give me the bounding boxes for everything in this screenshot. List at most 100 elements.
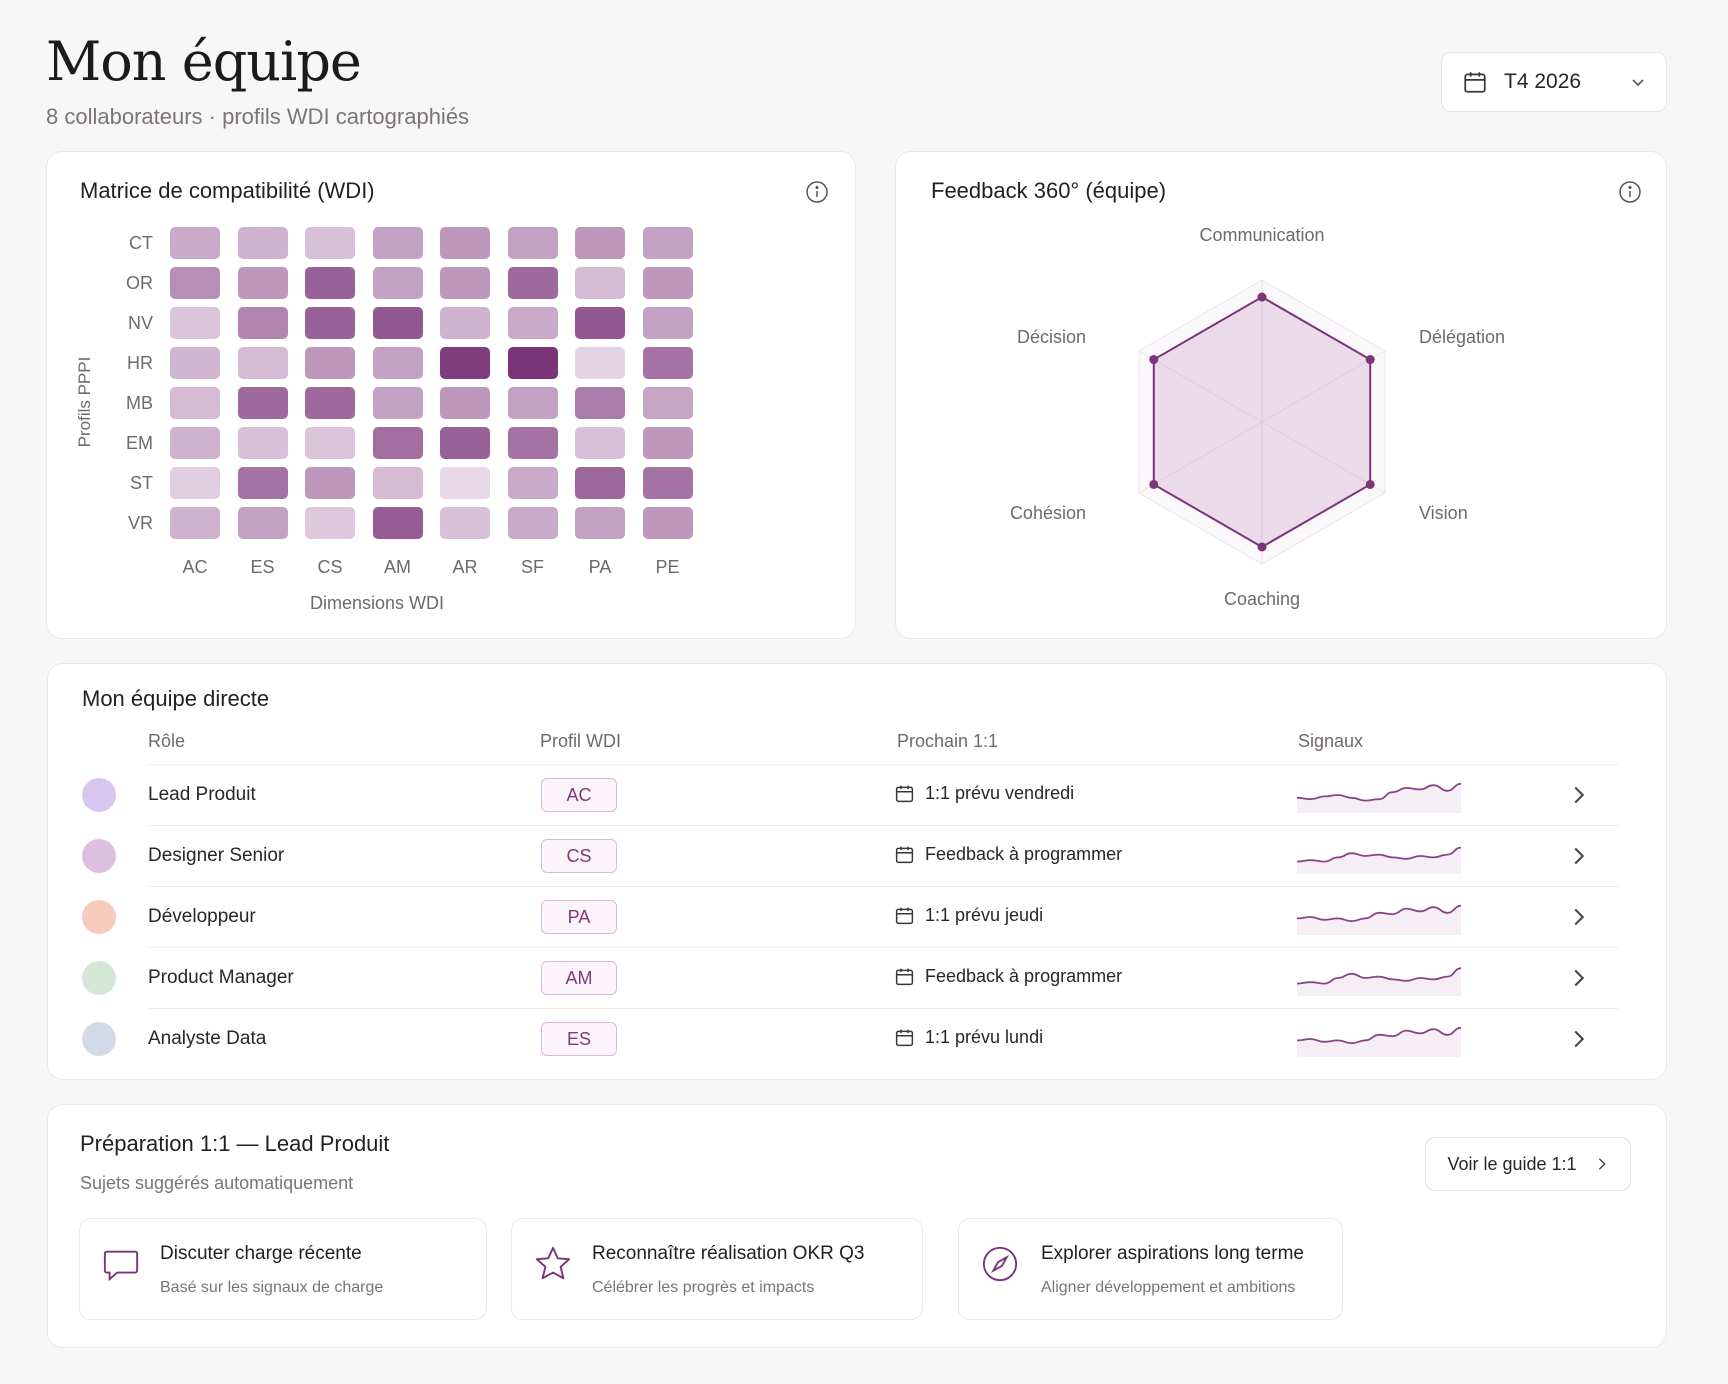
heatmap-cell[interactable] <box>372 387 423 419</box>
heatmap-cell[interactable] <box>237 427 288 459</box>
heatmap-cell[interactable] <box>305 307 355 339</box>
table-row[interactable]: Product Manager AM Feedback à programmer <box>0 947 1728 1008</box>
col-header-profile: Profil WDI <box>540 731 621 751</box>
heatmap-cell[interactable] <box>170 467 220 499</box>
heatmap-cell[interactable] <box>507 227 558 259</box>
heatmap-cell[interactable] <box>507 307 558 339</box>
heatmap-col-label: AC <box>182 557 208 577</box>
heatmap-cell[interactable] <box>440 427 490 459</box>
info-icon[interactable] <box>1618 180 1642 204</box>
profile-badge: AC <box>541 778 617 812</box>
chevron-right-icon[interactable] <box>1569 846 1589 866</box>
heatmap-col-label: SF <box>520 557 544 577</box>
heatmap-cell[interactable] <box>237 227 288 259</box>
heatmap-cell[interactable] <box>507 267 558 299</box>
heatmap-cell[interactable] <box>237 267 288 299</box>
table-row[interactable]: Analyste Data ES 1:1 prévu lundi <box>0 1008 1728 1069</box>
heatmap-cell[interactable] <box>575 387 625 419</box>
avatar <box>82 900 116 934</box>
heatmap-cell[interactable] <box>170 267 220 299</box>
heatmap-cell[interactable] <box>575 307 625 339</box>
radar-point <box>1365 355 1375 365</box>
heatmap-cell[interactable] <box>642 387 693 419</box>
chevron-right-icon[interactable] <box>1569 968 1589 988</box>
topic-card[interactable]: Explorer aspirations long terme Aligner … <box>958 1218 1343 1320</box>
heatmap-cell[interactable] <box>440 227 490 259</box>
heatmap-cell[interactable] <box>305 227 355 259</box>
heatmap-cell[interactable] <box>237 387 288 419</box>
heatmap-cell[interactable] <box>372 347 423 379</box>
heatmap-cell[interactable] <box>237 307 288 339</box>
heatmap-cell[interactable] <box>372 467 423 499</box>
heatmap-cell[interactable] <box>372 227 423 259</box>
table-row[interactable]: Développeur PA 1:1 prévu jeudi <box>0 886 1728 947</box>
heatmap-cell[interactable] <box>440 267 490 299</box>
heatmap-cell[interactable] <box>575 467 625 499</box>
heatmap-cell[interactable] <box>372 267 423 299</box>
heatmap-cell[interactable] <box>642 347 693 379</box>
heatmap-cell[interactable] <box>440 507 490 539</box>
heatmap-cell[interactable] <box>440 387 490 419</box>
avatar <box>82 839 116 873</box>
heatmap-cell[interactable] <box>372 507 423 539</box>
chevron-right-icon[interactable] <box>1569 1029 1589 1049</box>
star-icon <box>535 1246 571 1280</box>
heatmap-cell[interactable] <box>305 267 355 299</box>
row-divider <box>148 947 1618 948</box>
heatmap-row-label: OR <box>126 273 153 293</box>
table-row[interactable]: Designer Senior CS Feedback à programmer <box>0 825 1728 886</box>
heatmap-cell[interactable] <box>642 467 693 499</box>
heatmap-cell[interactable] <box>642 427 693 459</box>
heatmap-cell[interactable] <box>372 307 423 339</box>
topic-card[interactable]: Reconnaître réalisation OKR Q3 Célébrer … <box>511 1218 923 1320</box>
heatmap-cell[interactable] <box>575 227 625 259</box>
heatmap-cell[interactable] <box>507 347 558 379</box>
heatmap-cell[interactable] <box>305 467 355 499</box>
heatmap-cell[interactable] <box>440 467 490 499</box>
topic-card[interactable]: Discuter charge récente Basé sur les sig… <box>79 1218 487 1320</box>
guide-button[interactable]: Voir le guide 1:1 <box>1425 1137 1631 1191</box>
next-meeting: 1:1 prévu vendredi <box>894 783 1074 804</box>
heatmap-cell[interactable] <box>642 507 693 539</box>
heatmap-cell[interactable] <box>237 507 288 539</box>
period-select[interactable]: T4 2026 <box>1441 52 1667 112</box>
heatmap-cell[interactable] <box>507 427 558 459</box>
calendar-icon <box>895 846 914 864</box>
heatmap-cell[interactable] <box>305 507 355 539</box>
heatmap-cell[interactable] <box>305 427 355 459</box>
table-row[interactable]: Lead Produit AC 1:1 prévu vendredi <box>0 764 1728 825</box>
heatmap-cell[interactable] <box>170 427 220 459</box>
heatmap-cell[interactable] <box>440 307 490 339</box>
heatmap-cell[interactable] <box>575 427 625 459</box>
heatmap-cell[interactable] <box>237 467 288 499</box>
chevron-right-icon[interactable] <box>1569 785 1589 805</box>
heatmap-cell[interactable] <box>575 347 625 379</box>
info-icon[interactable] <box>805 180 829 204</box>
radar-spoke <box>1261 350 1386 423</box>
team-title: Mon équipe directe <box>82 686 270 711</box>
heatmap-cell[interactable] <box>372 427 423 459</box>
next-meeting: 1:1 prévu lundi <box>894 1027 1043 1048</box>
heatmap-cell[interactable] <box>170 227 220 259</box>
heatmap-cell[interactable] <box>507 467 558 499</box>
heatmap-cell[interactable] <box>170 507 220 539</box>
heatmap-cell[interactable] <box>642 307 693 339</box>
heatmap-cell[interactable] <box>170 347 220 379</box>
heatmap-cell[interactable] <box>642 267 693 299</box>
heatmap-cell[interactable] <box>305 347 355 379</box>
heatmap-cell[interactable] <box>507 507 558 539</box>
radar-point <box>1149 355 1159 365</box>
heatmap-cell[interactable] <box>305 387 355 419</box>
heatmap-cell[interactable] <box>237 347 288 379</box>
prep-title: Préparation 1:1 — Lead Produit <box>80 1131 390 1156</box>
heatmap-cell[interactable] <box>642 227 693 259</box>
heatmap-cell[interactable] <box>170 307 220 339</box>
heatmap-cell[interactable] <box>170 387 220 419</box>
heatmap-cell[interactable] <box>507 387 558 419</box>
profile-badge: CS <box>541 839 617 873</box>
heatmap-cell[interactable] <box>575 267 625 299</box>
heatmap-cell[interactable] <box>440 347 490 379</box>
heatmap-cell[interactable] <box>575 507 625 539</box>
member-role: Lead Produit <box>148 784 256 805</box>
chevron-right-icon[interactable] <box>1569 907 1589 927</box>
